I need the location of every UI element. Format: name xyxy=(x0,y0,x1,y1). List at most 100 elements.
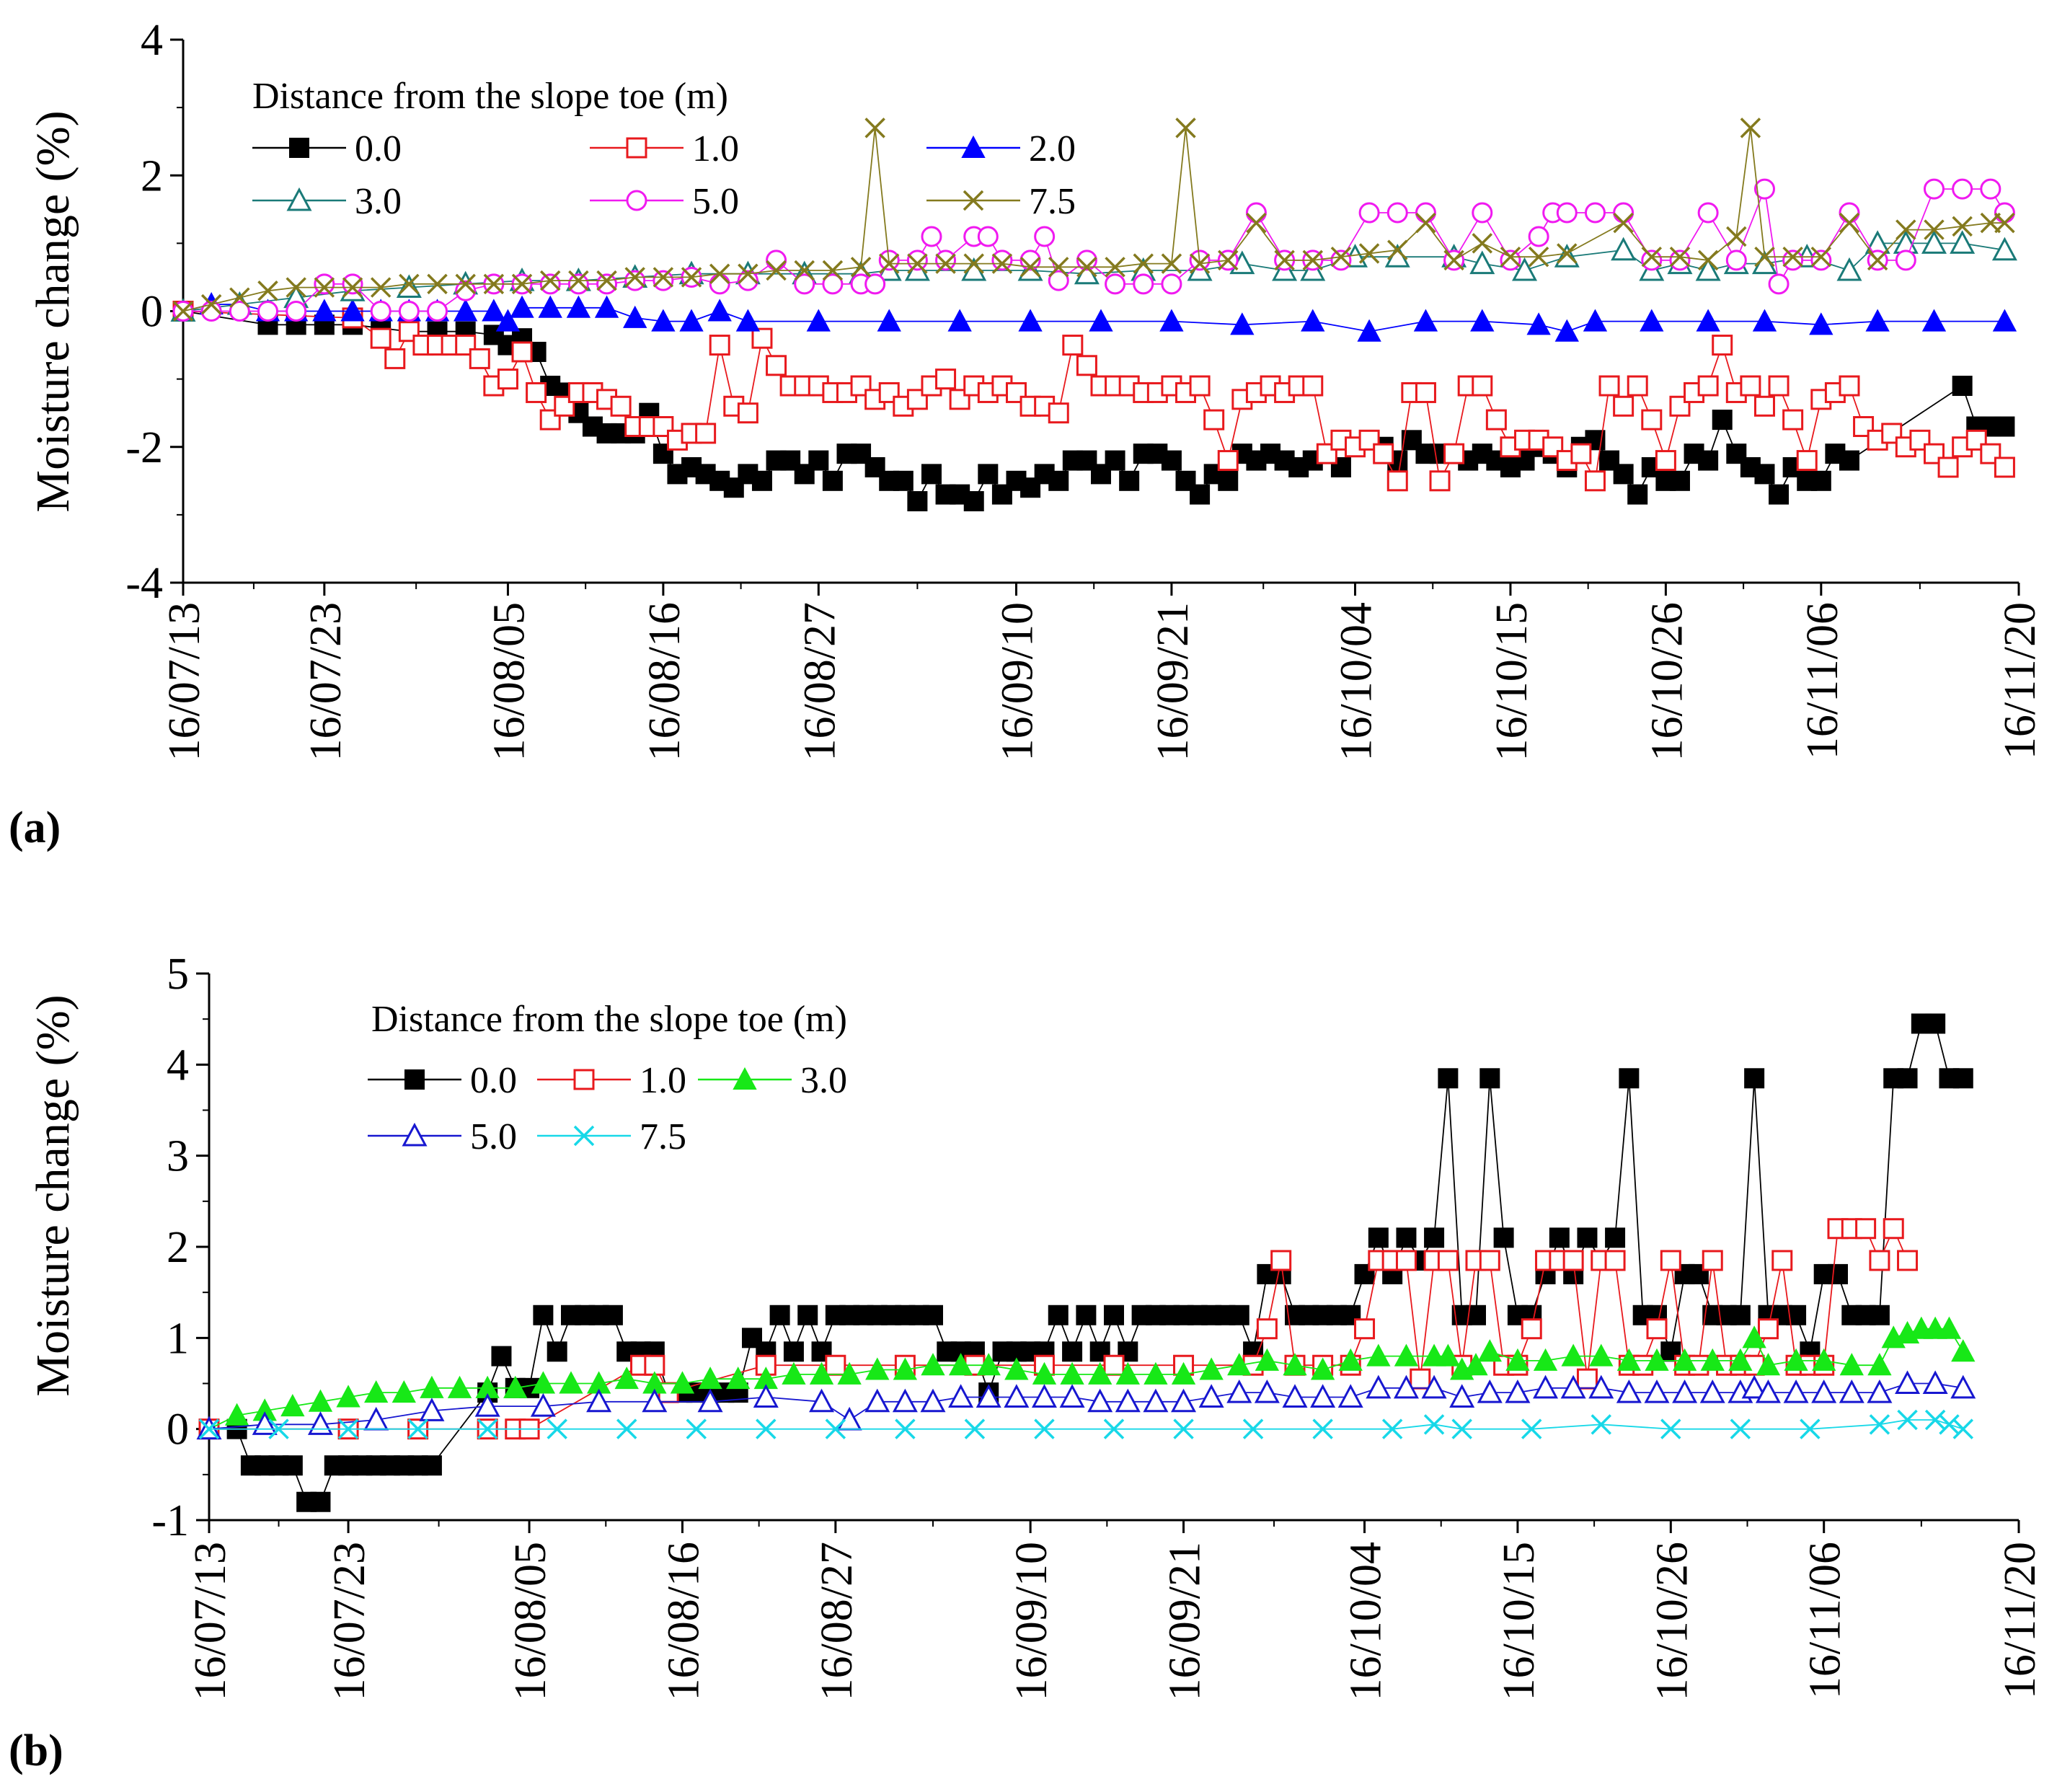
data-point xyxy=(921,226,942,247)
x-tick-label: 16/11/20 xyxy=(1996,602,2045,759)
data-point xyxy=(1429,470,1451,492)
data-point xyxy=(337,1418,359,1439)
data-point xyxy=(1660,1250,1681,1271)
data-point xyxy=(782,1361,806,1385)
data-point xyxy=(1599,450,1620,471)
data-point xyxy=(399,273,420,295)
data-point xyxy=(653,270,674,291)
data-point xyxy=(1598,375,1620,397)
data-point xyxy=(1697,202,1719,224)
data-point xyxy=(737,402,758,424)
data-point xyxy=(614,1367,639,1390)
data-point xyxy=(1330,250,1352,271)
data-point xyxy=(1616,1348,1642,1371)
data-point xyxy=(1103,1418,1125,1439)
data-point xyxy=(257,281,278,301)
legend-label: 7.5 xyxy=(640,1116,686,1157)
legend-label: 1.0 xyxy=(640,1060,686,1101)
data-point xyxy=(1105,450,1125,471)
data-point xyxy=(1395,1250,1417,1271)
data-point xyxy=(1105,257,1125,278)
data-point xyxy=(1199,1357,1224,1380)
data-point xyxy=(751,327,773,349)
data-point xyxy=(1613,202,1634,224)
x-tick-label: 16/08/27 xyxy=(795,602,844,761)
data-point xyxy=(1283,1353,1307,1376)
data-point xyxy=(1004,1384,1030,1408)
data-point xyxy=(893,470,914,491)
data-point xyxy=(1952,178,1973,200)
data-point xyxy=(268,1418,289,1439)
data-point xyxy=(342,273,363,295)
data-point xyxy=(822,470,843,491)
data-point xyxy=(949,389,970,410)
data-point xyxy=(336,1385,360,1408)
data-point xyxy=(1577,1227,1598,1248)
data-point xyxy=(1048,470,1069,491)
data-point xyxy=(421,1455,442,1476)
legend-marker xyxy=(963,190,984,211)
data-point xyxy=(1924,1409,1946,1431)
data-point xyxy=(1810,250,1832,271)
x-tick-label: 16/07/13 xyxy=(160,602,209,761)
data-point xyxy=(1393,1374,1419,1399)
legend-marker xyxy=(573,1069,595,1090)
legend-label: 0.0 xyxy=(470,1060,517,1101)
y-tick-label: 2 xyxy=(141,151,163,200)
data-point xyxy=(1198,1384,1224,1408)
data-point xyxy=(1115,1361,1140,1385)
data-point xyxy=(1782,250,1804,271)
data-point xyxy=(1921,309,1947,332)
data-point xyxy=(1175,118,1196,138)
data-point xyxy=(1619,1068,1640,1089)
data-point xyxy=(1115,1388,1141,1413)
data-point xyxy=(1189,375,1211,397)
data-point xyxy=(1865,309,1890,332)
data-point xyxy=(1189,253,1211,274)
legend-item: 2.0 xyxy=(926,128,1076,169)
data-point xyxy=(1076,1305,1097,1325)
data-point xyxy=(769,1305,790,1325)
data-point xyxy=(1939,1414,1960,1435)
data-point xyxy=(469,348,490,369)
data-point xyxy=(1413,309,1438,332)
data-point xyxy=(1921,230,1947,254)
data-point xyxy=(370,327,392,349)
data-point xyxy=(616,1418,637,1439)
data-point xyxy=(477,1418,498,1439)
data-point xyxy=(964,1418,986,1439)
data-point xyxy=(539,270,561,291)
data-point xyxy=(200,293,222,315)
data-point xyxy=(1451,1418,1472,1439)
data-point xyxy=(1591,1414,1612,1435)
data-point xyxy=(1357,319,1381,342)
data-point xyxy=(1584,470,1606,492)
legend-marker xyxy=(289,138,309,158)
data-point xyxy=(822,273,844,295)
legend-marker xyxy=(286,187,312,211)
data-point xyxy=(1828,1263,1848,1284)
data-point xyxy=(286,277,306,298)
series-3.0 xyxy=(197,1316,1976,1439)
data-point xyxy=(1754,464,1775,485)
data-point xyxy=(1757,1318,1779,1340)
data-point xyxy=(314,273,335,295)
data-point xyxy=(1726,226,1747,247)
data-point xyxy=(1354,1318,1376,1340)
data-point xyxy=(602,1305,623,1325)
data-point xyxy=(1895,250,1916,271)
data-point xyxy=(568,270,589,291)
data-point xyxy=(1869,1414,1890,1435)
data-point xyxy=(623,305,647,328)
panel-a: 4 2 0 -2 -416/07/13 16/07/23 16/08/05 16/08/16 1… xyxy=(9,16,2045,852)
data-point xyxy=(1937,1316,1962,1339)
data-point xyxy=(892,1388,918,1413)
data-point xyxy=(1505,1379,1531,1403)
data-point xyxy=(1526,312,1551,335)
data-point xyxy=(1018,309,1043,332)
data-point xyxy=(624,267,645,288)
data-point xyxy=(1438,1068,1459,1089)
data-point xyxy=(1702,1250,1723,1271)
data-point xyxy=(1062,335,1084,356)
data-point xyxy=(610,395,632,417)
